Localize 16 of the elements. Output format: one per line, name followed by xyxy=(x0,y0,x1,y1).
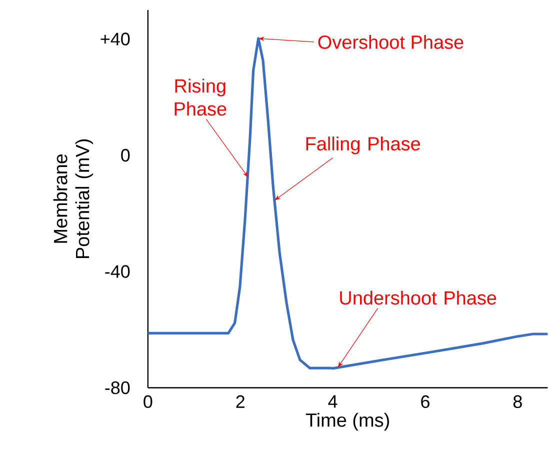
y-tick-label: +40 xyxy=(100,32,130,46)
annotation: Falling Phase xyxy=(306,136,420,154)
y-axis-title: Membrane Potential (mV) xyxy=(53,140,94,258)
x-tick-label: 2 xyxy=(236,395,244,408)
x-tick-label: 6 xyxy=(421,395,430,408)
annotation: Undershoot Phase xyxy=(340,290,496,305)
line-series xyxy=(146,37,549,370)
y-tick-label: -80 xyxy=(105,382,130,394)
y-tick-label: -40 xyxy=(105,265,130,278)
annotation: Rising Phase xyxy=(174,78,226,116)
annotation: Overshoot Phase xyxy=(318,35,464,50)
x-tick-label: 4 xyxy=(328,395,338,408)
x-tick-label: 0 xyxy=(144,395,152,408)
y-tick-label: 0 xyxy=(121,149,130,162)
x-axis-title: Time (ms) xyxy=(306,413,389,431)
x-tick-label: 8 xyxy=(513,395,522,408)
